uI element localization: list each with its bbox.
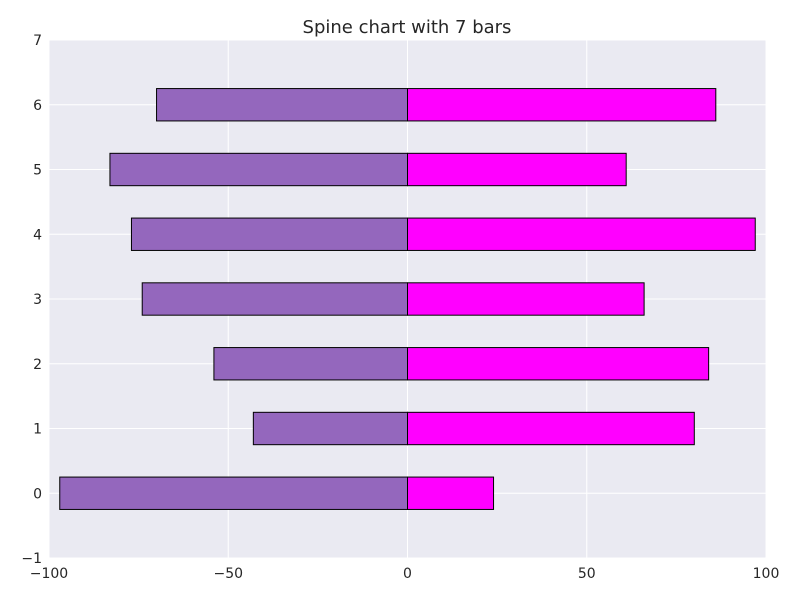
y-tick-label: −1 [21, 551, 42, 567]
left-bar-5 [109, 152, 408, 187]
left-bar-2 [213, 347, 408, 381]
x-tick-label: 100 [753, 566, 780, 582]
y-tick-label: 5 [33, 163, 42, 179]
left-bar-6 [156, 88, 408, 122]
x-tick-label: −50 [213, 566, 243, 582]
right-bar-3 [407, 282, 645, 316]
y-tick-label: 0 [33, 486, 42, 502]
y-tick-label: 4 [33, 227, 42, 243]
y-tick-label: 1 [33, 422, 42, 438]
left-bar-1 [252, 411, 408, 446]
y-axis-ticks: −1 0 1 2 3 4 5 6 7 [21, 33, 42, 567]
y-tick-label: 7 [33, 33, 42, 49]
y-tick-label: 2 [33, 357, 42, 373]
chart-title: Spine chart with 7 bars [303, 17, 512, 38]
right-bar-5 [407, 152, 627, 187]
x-axis-ticks: −100 −50 0 50 100 [30, 566, 780, 582]
right-bar-1 [407, 411, 695, 446]
bars-layer [59, 88, 756, 510]
left-bar-4 [130, 217, 409, 251]
right-bar-6 [407, 88, 717, 122]
left-bar-3 [141, 282, 409, 316]
x-tick-label: 0 [403, 566, 412, 582]
right-bar-0 [407, 476, 495, 510]
x-tick-label: 50 [578, 566, 596, 582]
right-bar-2 [407, 347, 710, 381]
x-tick-label: −100 [30, 566, 68, 582]
y-tick-label: 6 [33, 98, 42, 114]
y-tick-label: 3 [33, 292, 42, 308]
right-bar-4 [407, 217, 756, 251]
left-bar-0 [59, 476, 408, 510]
